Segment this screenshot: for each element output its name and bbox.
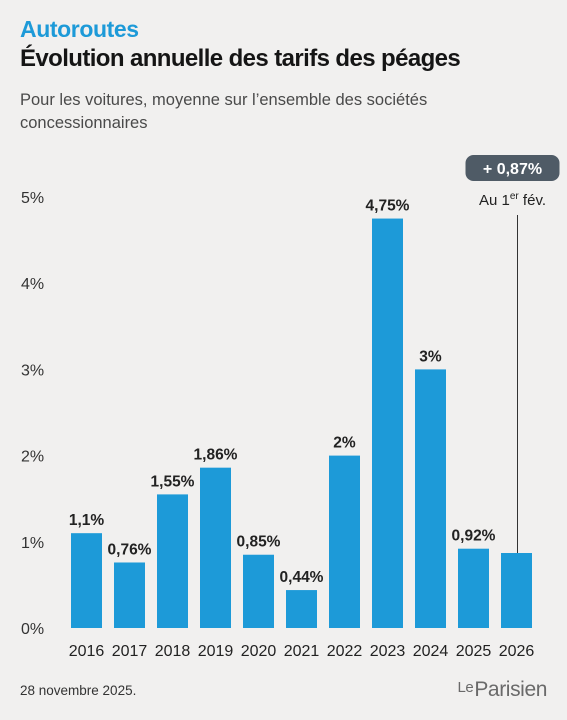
data-label: 0,85% bbox=[237, 534, 281, 551]
bar-2020 bbox=[243, 554, 274, 628]
bar-2019 bbox=[200, 467, 231, 628]
y-tick-label: 3% bbox=[21, 362, 44, 379]
x-tick-label: 2026 bbox=[499, 643, 535, 660]
chart-subtitle: Pour les voitures, moyenne sur l’ensembl… bbox=[20, 91, 428, 132]
annotation-badge bbox=[465, 155, 560, 181]
x-tick-label: 2018 bbox=[155, 643, 191, 660]
y-tick-label: 4% bbox=[21, 276, 44, 293]
logo-le: Le bbox=[457, 679, 474, 696]
data-label: 1,86% bbox=[194, 447, 238, 464]
data-label: 4,75% bbox=[366, 198, 410, 215]
bar-2023 bbox=[372, 218, 403, 629]
y-tick-label: 1% bbox=[21, 535, 44, 552]
logo-name: Parisien bbox=[474, 678, 547, 701]
x-tick-label: 2016 bbox=[69, 643, 105, 660]
data-label: 1,1% bbox=[69, 512, 105, 529]
x-tick-label: 2017 bbox=[112, 643, 148, 660]
y-tick-label: 2% bbox=[21, 449, 44, 466]
bar-2022 bbox=[329, 455, 360, 628]
x-tick-label: 2024 bbox=[413, 643, 449, 660]
annotation-note: Au 1er fév. bbox=[479, 191, 546, 209]
bar-2017 bbox=[114, 562, 145, 628]
x-tick-label: 2019 bbox=[198, 643, 234, 660]
bar-2024 bbox=[415, 369, 446, 628]
y-tick-label: 0% bbox=[21, 621, 44, 638]
y-tick-label: 5% bbox=[21, 190, 44, 207]
data-label: 0,92% bbox=[452, 528, 496, 545]
data-label: 2% bbox=[333, 435, 356, 452]
le-parisien-logo: LeParisien bbox=[457, 678, 547, 702]
x-tick-label: 2025 bbox=[456, 643, 492, 660]
chart-title: Évolution annuelle des tarifs des péages bbox=[20, 45, 461, 72]
x-tick-label: 2021 bbox=[284, 643, 320, 660]
bar-2026 bbox=[501, 553, 532, 628]
x-tick-label: 2020 bbox=[241, 643, 277, 660]
data-label: 1,55% bbox=[151, 473, 195, 490]
annotation-badge-text: + 0,87% bbox=[483, 161, 542, 178]
data-label: 0,76% bbox=[108, 541, 152, 558]
data-label: 0,44% bbox=[280, 569, 324, 586]
bar-2025 bbox=[458, 548, 489, 628]
publication-date: 28 novembre 2025. bbox=[20, 683, 137, 698]
bar-2021 bbox=[286, 590, 317, 628]
x-tick-label: 2023 bbox=[370, 643, 406, 660]
bar-2018 bbox=[157, 494, 188, 628]
bar-2016 bbox=[71, 533, 102, 628]
kicker-label: Autoroutes bbox=[20, 16, 139, 42]
data-label: 3% bbox=[419, 348, 442, 365]
x-tick-label: 2022 bbox=[327, 643, 363, 660]
